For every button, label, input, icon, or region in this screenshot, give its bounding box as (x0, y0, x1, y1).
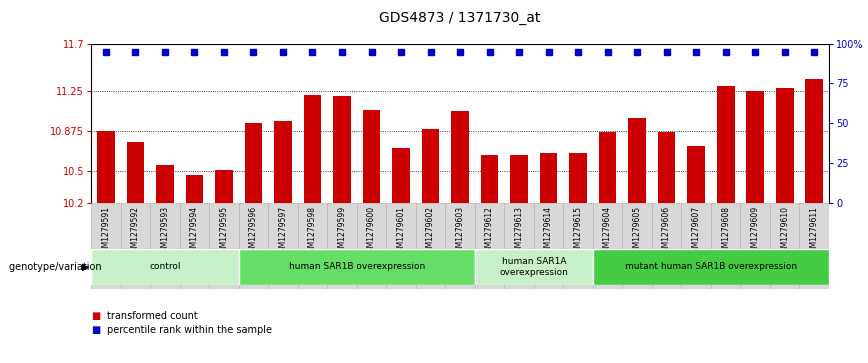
Text: GSM1279602: GSM1279602 (426, 206, 435, 257)
Text: GSM1279608: GSM1279608 (721, 206, 730, 257)
Bar (239, 203, 268, 289)
Text: GSM1279592: GSM1279592 (131, 206, 140, 257)
Bar (91, 203, 121, 289)
Bar (245, 123, 262, 203)
Text: GDS4873 / 1371730_at: GDS4873 / 1371730_at (379, 11, 541, 25)
Text: GSM1279598: GSM1279598 (308, 206, 317, 257)
Bar (740, 203, 770, 289)
Text: human SAR1B overexpression: human SAR1B overexpression (289, 262, 424, 271)
Bar (268, 203, 298, 289)
Bar (357, 203, 386, 289)
Bar (622, 203, 652, 289)
Bar (776, 88, 793, 203)
Text: transformed count: transformed count (107, 311, 198, 321)
Bar (215, 170, 233, 203)
Bar (534, 203, 563, 289)
Text: ■: ■ (91, 325, 101, 335)
Bar (186, 175, 203, 203)
Bar (386, 203, 416, 289)
Bar (91, 249, 239, 285)
Text: GSM1279593: GSM1279593 (161, 206, 169, 257)
Bar (687, 146, 705, 203)
Bar (127, 142, 144, 203)
Text: control: control (149, 262, 181, 271)
Bar (180, 203, 209, 289)
Text: GSM1279597: GSM1279597 (279, 206, 287, 257)
Bar (504, 203, 534, 289)
Bar (658, 132, 675, 203)
Text: GSM1279607: GSM1279607 (692, 206, 700, 257)
Bar (239, 249, 475, 285)
Bar (746, 91, 764, 203)
Bar (770, 203, 799, 289)
Bar (150, 203, 180, 289)
Text: ■: ■ (91, 311, 101, 321)
Bar (563, 203, 593, 289)
Bar (628, 118, 646, 203)
Bar (156, 165, 174, 203)
Bar (681, 203, 711, 289)
Text: GSM1279591: GSM1279591 (102, 206, 110, 257)
Text: GSM1279604: GSM1279604 (603, 206, 612, 257)
Bar (593, 203, 622, 289)
Bar (475, 249, 593, 285)
Text: GSM1279610: GSM1279610 (780, 206, 789, 257)
Text: GSM1279615: GSM1279615 (574, 206, 582, 257)
Text: GSM1279614: GSM1279614 (544, 206, 553, 257)
Text: human SAR1A
overexpression: human SAR1A overexpression (499, 257, 569, 277)
Bar (274, 121, 292, 203)
Bar (363, 110, 380, 203)
Text: GSM1279605: GSM1279605 (633, 206, 641, 257)
Text: mutant human SAR1B overexpression: mutant human SAR1B overexpression (625, 262, 797, 271)
Text: genotype/variation: genotype/variation (9, 262, 104, 272)
Text: GSM1279609: GSM1279609 (751, 206, 760, 257)
Bar (510, 155, 528, 203)
Bar (209, 203, 239, 289)
Bar (569, 153, 587, 203)
Bar (333, 96, 351, 203)
Bar (445, 203, 475, 289)
Text: GSM1279611: GSM1279611 (810, 206, 819, 257)
Bar (451, 111, 469, 203)
Bar (392, 148, 410, 203)
Text: GSM1279613: GSM1279613 (515, 206, 523, 257)
Bar (121, 203, 150, 289)
Bar (304, 95, 321, 203)
Bar (97, 131, 115, 203)
Text: GSM1279595: GSM1279595 (220, 206, 228, 257)
Text: GSM1279601: GSM1279601 (397, 206, 405, 257)
Text: GSM1279600: GSM1279600 (367, 206, 376, 257)
Text: GSM1279606: GSM1279606 (662, 206, 671, 257)
Bar (540, 153, 557, 203)
Text: percentile rank within the sample: percentile rank within the sample (107, 325, 272, 335)
Text: GSM1279612: GSM1279612 (485, 206, 494, 257)
Text: GSM1279599: GSM1279599 (338, 206, 346, 257)
Text: GSM1279603: GSM1279603 (456, 206, 464, 257)
Bar (806, 79, 823, 203)
Text: ▶: ▶ (82, 262, 90, 272)
Bar (327, 203, 357, 289)
Bar (416, 203, 445, 289)
Bar (711, 203, 740, 289)
Bar (475, 203, 504, 289)
Bar (717, 86, 734, 203)
Bar (652, 203, 681, 289)
Text: GSM1279594: GSM1279594 (190, 206, 199, 257)
Bar (599, 132, 616, 203)
Bar (593, 249, 829, 285)
Bar (481, 155, 498, 203)
Text: GSM1279596: GSM1279596 (249, 206, 258, 257)
Bar (298, 203, 327, 289)
Bar (422, 129, 439, 203)
Bar (799, 203, 829, 289)
